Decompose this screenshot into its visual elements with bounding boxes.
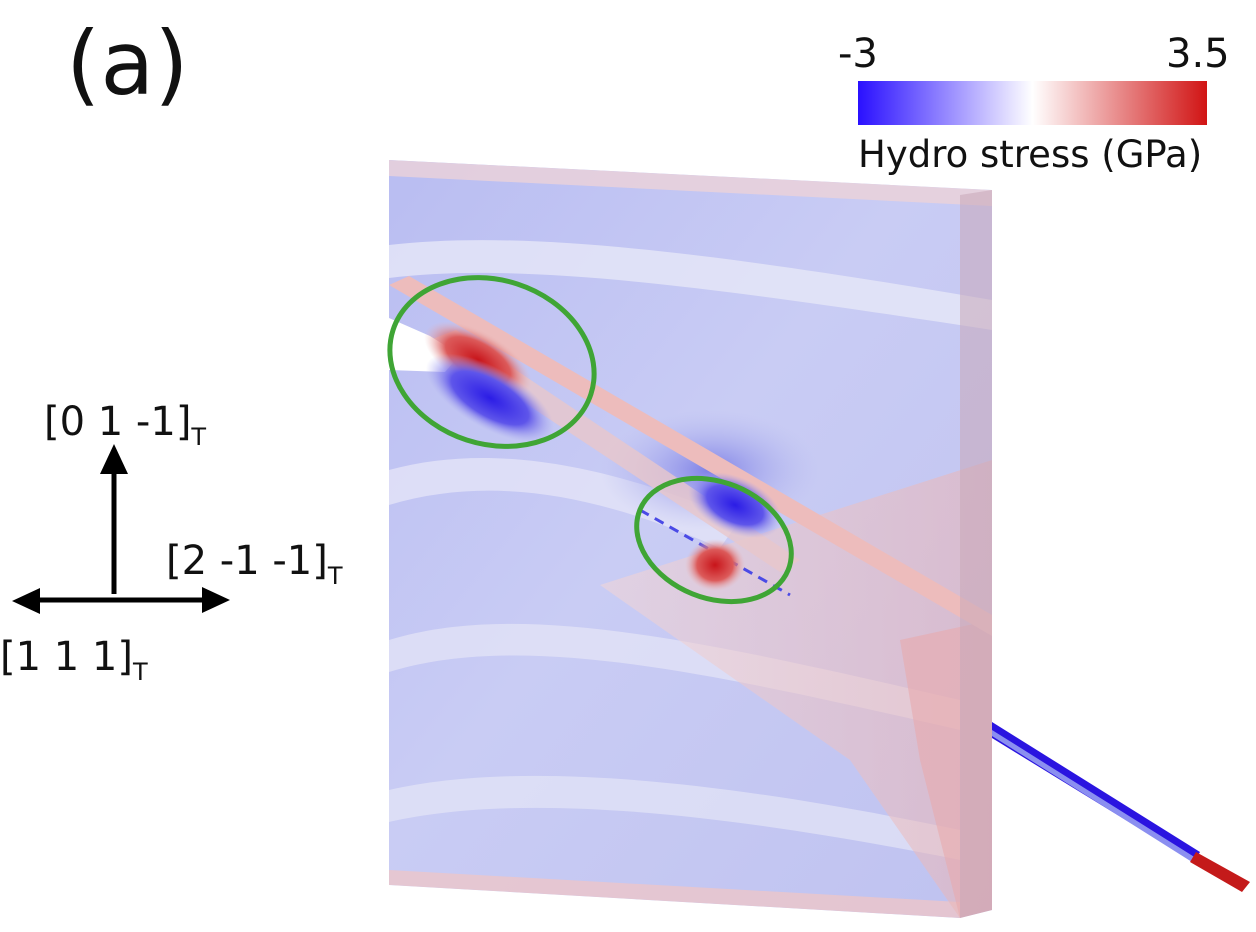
axis-label-up: [0 1 -1]T xyxy=(44,402,206,449)
axis-label-right: [2 -1 -1]T xyxy=(166,541,343,588)
colorbar-min-label: -3 xyxy=(838,31,878,77)
axis-label-left-sub: T xyxy=(133,658,148,686)
axis-label-up-text: [0 1 -1] xyxy=(44,399,192,445)
axis-label-up-sub: T xyxy=(191,423,207,451)
axis-arrowhead-up xyxy=(100,444,128,474)
axis-label-left: [1 1 1]T xyxy=(0,637,148,684)
highlight-ellipse-dislocation xyxy=(634,475,794,605)
panel-label: (a) xyxy=(66,12,189,115)
stress-slab xyxy=(389,160,1250,918)
colorbar-title: Hydro stress (GPa) xyxy=(858,133,1203,176)
slab-side-face xyxy=(960,190,992,918)
axis-label-right-sub: T xyxy=(327,562,343,590)
colorbar-max-label: 3.5 xyxy=(1166,31,1230,77)
axis-arrowhead-left xyxy=(12,588,40,614)
colorbar-gradient xyxy=(858,81,1207,125)
axis-triad xyxy=(12,444,230,614)
highlight-ellipse-crack-tip xyxy=(387,275,597,449)
axis-label-left-text: [1 1 1] xyxy=(0,634,133,680)
axis-label-right-text: [2 -1 -1] xyxy=(166,538,328,584)
slip-rod xyxy=(992,722,1250,892)
axis-arrowhead-right xyxy=(202,587,230,613)
